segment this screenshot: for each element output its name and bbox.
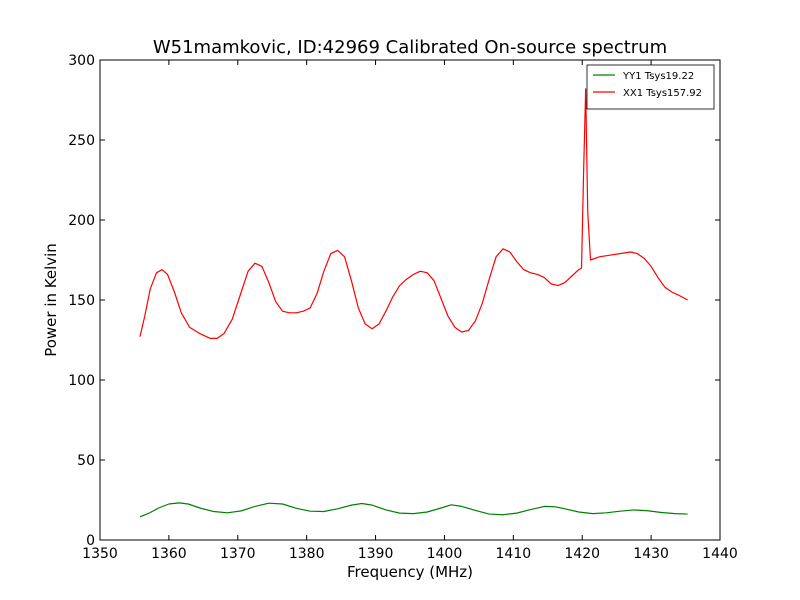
x-tick-label: 1410	[496, 546, 532, 562]
series-line-1	[139, 88, 688, 339]
x-tick-label: 1380	[289, 546, 325, 562]
x-tick-label: 1350	[82, 546, 118, 562]
legend: YY1 Tsys19.22 XX1 Tsys157.92	[586, 64, 715, 110]
y-axis-label: Power in Kelvin	[42, 243, 60, 357]
plot-frame	[99, 59, 721, 541]
x-axis-label: Frequency (MHz)	[347, 563, 473, 581]
x-tick-label: 1390	[358, 546, 394, 562]
x-tick-label: 1430	[633, 546, 669, 562]
legend-label: YY1 Tsys19.22	[622, 71, 694, 82]
series-line-0	[139, 502, 688, 518]
x-tick-label: 1420	[564, 546, 600, 562]
x-tick-label: 1440	[702, 546, 738, 562]
y-tick-label: 250	[68, 133, 95, 149]
x-tick-label: 1360	[151, 546, 187, 562]
y-tick-label: 50	[77, 453, 95, 469]
y-tick-label: 0	[86, 533, 95, 549]
y-tick-label: 100	[68, 373, 95, 389]
y-tick-label: 150	[68, 293, 95, 309]
ticks-layer: 1350 1360 1370 1380 1390 1400 1410 1420 1430 1440…	[68, 53, 738, 562]
y-tick-label: 200	[68, 213, 95, 229]
legend-label: XX1 Tsys157.92	[623, 88, 702, 99]
x-tick-label: 1370	[220, 546, 256, 562]
x-tick-label: 1400	[427, 546, 463, 562]
chart-title: W51mamkovic, ID:42969 Calibrated On-sour…	[153, 37, 667, 58]
legend-box	[586, 64, 715, 110]
y-tick-label: 300	[68, 53, 95, 69]
series-layer	[139, 88, 688, 518]
